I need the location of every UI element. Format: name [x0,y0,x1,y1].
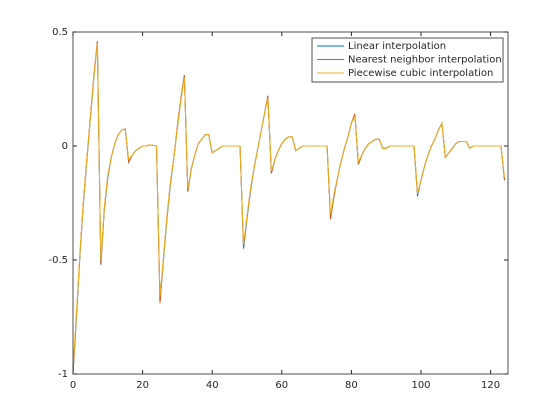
x-tick-label: 40 [206,380,219,391]
x-tick-label: 80 [345,380,358,391]
x-tick-label: 0 [70,380,76,391]
legend-label: Linear interpolation [348,41,446,52]
y-tick-label: 0.5 [52,27,68,38]
axes-box [72,31,509,375]
x-tick-label: 120 [481,380,500,391]
y-tick-label: 0 [62,141,68,152]
x-tick-label: 100 [411,380,430,391]
x-tick-label: 60 [275,380,288,391]
series-line [72,43,506,370]
x-tick-label: 20 [136,380,149,391]
y-tick-label: -0.5 [48,255,68,266]
y-tick-label: -1 [58,369,68,380]
legend-label: Piecewise cubic interpolation [348,68,493,79]
legend-label: Nearest neighbor interpolation [348,55,502,66]
